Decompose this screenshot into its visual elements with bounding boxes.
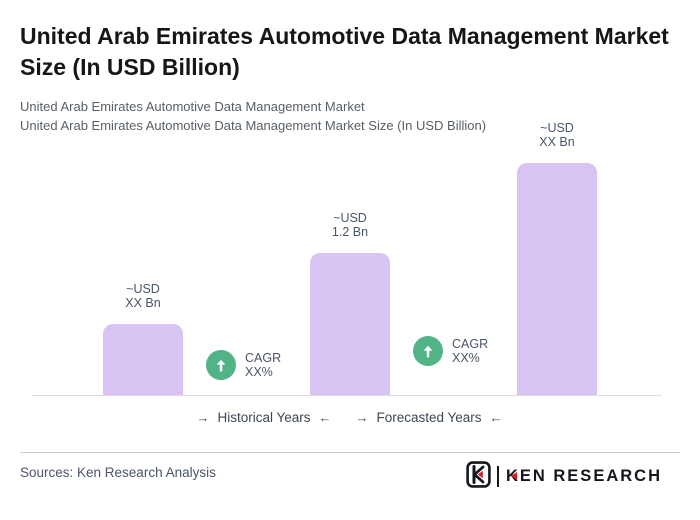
cagr-badge: CAGR XX% [206,350,281,380]
growth-up-arrow-icon [413,336,443,366]
bar-value-label: ~USD 1.2 Bn [331,211,369,239]
page-title: United Arab Emirates Automotive Data Man… [20,23,669,80]
cagr-label-line1: CAGR [245,351,282,365]
logo-shield-icon [466,460,491,493]
subtitle-line-2: United Arab Emirates Automotive Data Man… [20,117,487,133]
cagr-label-line2: XX% [245,365,273,379]
logo-wordmark: KEN RESEARCH [505,467,662,485]
chart-area: ~USD XX Bn ~USD 1.2 Bn ~USD XX Bn CAGR X… [32,120,662,396]
chart-subtitle: United Arab Emirates Automotive Data Man… [20,98,680,135]
cagr-label-line1: CAGR [452,337,489,351]
growth-up-arrow-icon [206,350,236,380]
cagr-label: CAGR XX% [452,337,488,365]
left-arrow-icon: ← [489,410,503,425]
cagr-label-line2: XX% [452,351,480,365]
left-arrow-icon: ← [318,410,332,425]
bar-value-label: ~USD XX Bn [539,121,575,149]
logo-divider [496,466,499,487]
bar-value-label: ~USD XX Bn [125,282,161,310]
market-size-bar-base [310,253,390,395]
cagr-label: CAGR XX% [245,351,281,379]
right-arrow-icon: → [355,410,369,425]
subtitle-line-1: United Arab Emirates Automotive Data Man… [20,99,365,114]
historical-years-label: Historical Years [217,410,311,425]
cagr-badge: CAGR XX% [413,336,488,366]
ken-research-logo: KEN RESEARCH [466,460,662,493]
footer-divider [20,452,680,453]
market-size-bar-historical [103,324,183,395]
historical-years-group: → Historical Years ← [196,410,331,425]
forecasted-years-label: Forecasted Years [376,410,482,425]
sources-text: Sources: Ken Research Analysis [20,465,216,480]
market-size-bar-forecast [517,163,597,395]
right-arrow-icon: → [196,410,210,425]
forecasted-years-group: → Forecasted Years ← [355,410,502,425]
